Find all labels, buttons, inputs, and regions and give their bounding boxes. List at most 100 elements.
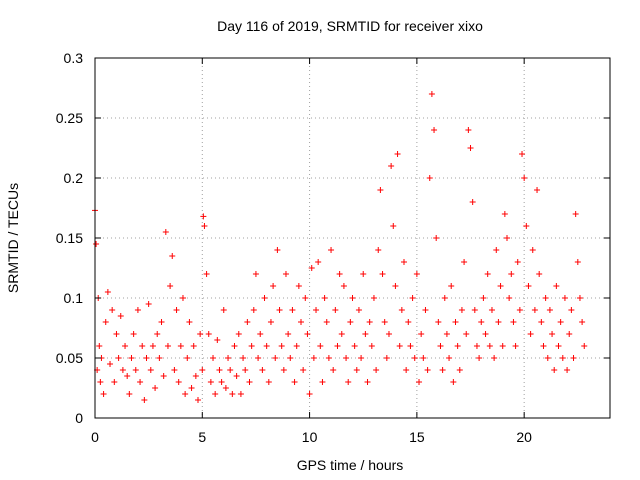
data-point bbox=[534, 187, 541, 193]
data-point bbox=[420, 355, 427, 361]
data-point bbox=[358, 355, 365, 361]
data-point bbox=[497, 283, 504, 289]
data-point bbox=[576, 295, 583, 301]
data-point bbox=[169, 253, 176, 259]
x-tick-label: 0 bbox=[91, 429, 99, 445]
data-point bbox=[529, 247, 536, 253]
data-point bbox=[375, 247, 382, 253]
data-point bbox=[501, 211, 508, 217]
data-point bbox=[227, 367, 234, 373]
data-point bbox=[499, 343, 506, 349]
data-point bbox=[413, 271, 420, 277]
data-point bbox=[319, 379, 326, 385]
data-point bbox=[298, 319, 304, 325]
data-point bbox=[325, 355, 332, 361]
data-point bbox=[416, 379, 423, 385]
data-point bbox=[469, 199, 476, 205]
data-point bbox=[257, 331, 264, 337]
data-point bbox=[504, 235, 510, 241]
data-point bbox=[482, 331, 489, 337]
data-point bbox=[225, 355, 232, 361]
data-point bbox=[508, 271, 515, 277]
data-point bbox=[222, 385, 229, 391]
data-point bbox=[443, 331, 450, 337]
data-point bbox=[377, 187, 384, 193]
data-point bbox=[521, 175, 528, 181]
data-point bbox=[317, 343, 324, 349]
data-point bbox=[433, 235, 440, 241]
data-point bbox=[392, 283, 399, 289]
data-point bbox=[308, 265, 315, 271]
y-axis: 0 0.05 0.1 0.15 0.2 0.25 0.3 bbox=[56, 50, 610, 426]
data-point bbox=[164, 343, 171, 349]
data-point bbox=[435, 319, 442, 325]
data-point bbox=[405, 319, 412, 325]
data-point bbox=[330, 367, 337, 373]
data-point bbox=[531, 307, 538, 313]
data-point bbox=[152, 385, 159, 391]
data-point bbox=[355, 307, 362, 313]
data-point bbox=[381, 319, 388, 325]
data-point bbox=[340, 283, 347, 289]
data-point bbox=[186, 319, 193, 325]
data-point bbox=[240, 355, 247, 361]
data-point bbox=[147, 367, 154, 373]
data-point bbox=[113, 331, 120, 337]
data-point bbox=[428, 91, 435, 97]
data-point bbox=[456, 367, 463, 373]
data-point bbox=[109, 307, 116, 313]
data-point bbox=[255, 355, 262, 361]
data-point bbox=[315, 259, 322, 265]
data-point bbox=[188, 385, 195, 391]
data-point bbox=[122, 343, 129, 349]
data-point bbox=[162, 229, 169, 235]
data-point bbox=[201, 223, 208, 229]
data-point bbox=[370, 295, 377, 301]
y-tick-label: 0.2 bbox=[64, 170, 84, 186]
data-point bbox=[452, 319, 459, 325]
data-point bbox=[233, 373, 240, 379]
x-axis: 0 5 10 15 20 bbox=[91, 58, 532, 445]
data-point bbox=[293, 343, 300, 349]
data-point bbox=[115, 355, 122, 361]
y-tick-label: 0.05 bbox=[56, 350, 83, 366]
data-point bbox=[218, 379, 225, 385]
y-tick-label: 0.25 bbox=[56, 110, 83, 126]
data-point bbox=[450, 379, 457, 385]
data-point bbox=[343, 355, 350, 361]
data-point bbox=[557, 319, 564, 325]
y-tick-label: 0 bbox=[75, 410, 83, 426]
data-point bbox=[495, 319, 502, 325]
data-point bbox=[467, 145, 474, 151]
x-tick-label: 10 bbox=[302, 429, 318, 445]
data-point bbox=[553, 283, 560, 289]
data-point bbox=[549, 331, 556, 337]
data-point bbox=[117, 313, 124, 319]
data-point bbox=[510, 319, 517, 325]
data-point bbox=[570, 355, 577, 361]
data-point bbox=[291, 379, 298, 385]
data-point bbox=[394, 151, 401, 157]
data-point bbox=[491, 355, 498, 361]
data-point bbox=[252, 271, 259, 277]
data-point bbox=[199, 367, 206, 373]
data-point bbox=[200, 213, 207, 220]
data-point bbox=[93, 241, 100, 247]
data-point bbox=[422, 307, 429, 313]
data-point bbox=[158, 319, 165, 325]
data-point bbox=[126, 391, 133, 397]
data-point bbox=[525, 283, 532, 289]
data-point bbox=[97, 379, 104, 385]
data-point bbox=[216, 367, 223, 373]
data-point bbox=[514, 259, 521, 265]
data-point bbox=[154, 331, 161, 337]
data-point bbox=[235, 331, 242, 337]
data-point bbox=[128, 355, 135, 361]
data-point bbox=[426, 175, 433, 181]
data-point bbox=[295, 283, 302, 289]
data-point bbox=[107, 361, 114, 367]
data-point bbox=[171, 367, 178, 373]
data-point bbox=[132, 367, 139, 373]
data-point bbox=[137, 379, 144, 385]
